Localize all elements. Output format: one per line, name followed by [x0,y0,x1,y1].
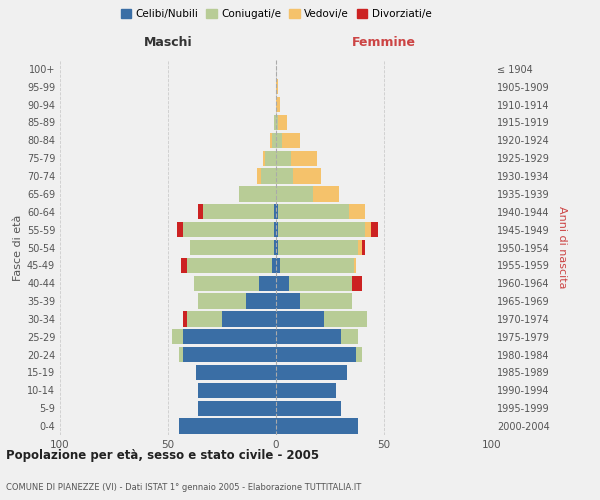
Text: Popolazione per età, sesso e stato civile - 2005: Popolazione per età, sesso e stato civil… [6,450,319,462]
Text: COMUNE DI PIANEZZE (VI) - Dati ISTAT 1° gennaio 2005 - Elaborazione TUTTITALIA.I: COMUNE DI PIANEZZE (VI) - Dati ISTAT 1° … [6,484,361,492]
Bar [198,383,276,398]
Bar [261,168,276,184]
Bar [276,204,278,220]
Bar [274,204,276,220]
Bar [276,258,280,273]
Bar [276,312,323,326]
Bar [278,222,365,237]
Bar [274,222,276,237]
Bar [274,115,276,130]
Bar [291,150,317,166]
Bar [371,222,377,237]
Bar [349,204,365,220]
Bar [179,418,276,434]
Bar [341,329,358,344]
Bar [278,204,349,220]
Bar [278,115,287,130]
Bar [222,312,276,326]
Bar [365,222,371,237]
Bar [280,258,354,273]
Bar [276,400,341,416]
Bar [263,150,265,166]
Bar [176,222,183,237]
Bar [276,418,358,434]
Bar [276,97,280,112]
Bar [356,347,362,362]
Bar [362,240,365,255]
Bar [276,150,291,166]
Bar [352,276,362,291]
Bar [246,294,276,308]
Bar [276,276,289,291]
Bar [274,240,276,255]
Bar [183,347,276,362]
Bar [203,204,274,220]
Bar [257,168,261,184]
Bar [272,133,276,148]
Y-axis label: Fasce di età: Fasce di età [13,214,23,280]
Bar [198,400,276,416]
Bar [239,186,276,202]
Bar [187,312,222,326]
Bar [276,294,300,308]
Bar [276,240,278,255]
Bar [190,240,274,255]
Bar [181,258,187,273]
Bar [276,347,356,362]
Bar [172,329,183,344]
Text: Maschi: Maschi [143,36,193,50]
Bar [276,133,283,148]
Bar [179,347,183,362]
Bar [194,276,259,291]
Bar [187,258,272,273]
Bar [276,365,347,380]
Bar [293,168,322,184]
Bar [196,365,276,380]
Bar [276,115,278,130]
Bar [272,258,276,273]
Bar [198,294,246,308]
Legend: Celibi/Nubili, Coniugati/e, Vedovi/e, Divorziati/e: Celibi/Nubili, Coniugati/e, Vedovi/e, Di… [116,5,436,24]
Bar [278,240,358,255]
Bar [276,222,278,237]
Bar [300,294,352,308]
Bar [276,186,313,202]
Text: Femmine: Femmine [352,36,416,50]
Bar [289,276,352,291]
Bar [276,79,278,94]
Bar [183,329,276,344]
Bar [183,312,187,326]
Bar [323,312,367,326]
Bar [259,276,276,291]
Bar [354,258,356,273]
Bar [313,186,338,202]
Bar [269,133,272,148]
Bar [198,204,203,220]
Bar [358,240,362,255]
Bar [265,150,276,166]
Bar [283,133,300,148]
Bar [276,383,337,398]
Y-axis label: Anni di nascita: Anni di nascita [557,206,566,289]
Bar [276,329,341,344]
Bar [183,222,274,237]
Bar [276,168,293,184]
